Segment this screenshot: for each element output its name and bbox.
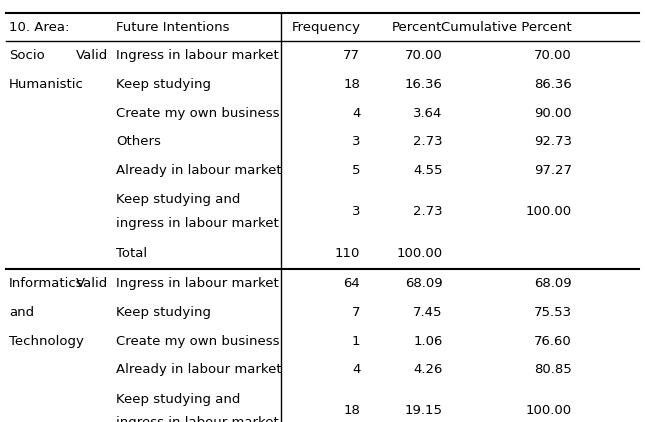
Text: Create my own business: Create my own business [117,107,280,119]
Text: 18: 18 [344,404,361,417]
Text: 4: 4 [352,363,361,376]
Text: 5: 5 [352,164,361,177]
Text: Keep studying: Keep studying [117,78,212,91]
Text: 3: 3 [352,205,361,218]
Text: Cumulative Percent: Cumulative Percent [441,21,572,33]
Text: 80.85: 80.85 [534,363,572,376]
Text: 1.06: 1.06 [413,335,442,348]
Text: 90.00: 90.00 [535,107,572,119]
Text: Already in labour market: Already in labour market [117,363,282,376]
Text: 76.60: 76.60 [534,335,572,348]
Text: 64: 64 [344,277,361,290]
Text: 86.36: 86.36 [534,78,572,91]
Text: 70.00: 70.00 [534,49,572,62]
Text: Others: Others [117,135,161,148]
Text: 3.64: 3.64 [413,107,442,119]
Text: 100.00: 100.00 [526,205,572,218]
Text: Ingress in labour market: Ingress in labour market [117,277,279,290]
Text: Keep studying and: Keep studying and [117,392,241,406]
Text: Technology: Technology [9,335,84,348]
Text: ingress in labour market: ingress in labour market [117,416,279,422]
Text: 4: 4 [352,107,361,119]
Text: 4.55: 4.55 [413,164,442,177]
Text: Keep studying: Keep studying [117,306,212,319]
Text: 2.73: 2.73 [413,135,442,148]
Text: ingress in labour market: ingress in labour market [117,216,279,230]
Text: 10. Area:: 10. Area: [9,21,70,33]
Text: Ingress in labour market: Ingress in labour market [117,49,279,62]
Text: 70.00: 70.00 [405,49,442,62]
Text: Informatics: Informatics [9,277,84,290]
Text: Keep studying and: Keep studying and [117,193,241,206]
Text: 97.27: 97.27 [534,164,572,177]
Text: 75.53: 75.53 [534,306,572,319]
Text: Frequency: Frequency [292,21,361,33]
Text: 19.15: 19.15 [404,404,442,417]
Text: 4.26: 4.26 [413,363,442,376]
Text: Percent: Percent [392,21,442,33]
Text: 92.73: 92.73 [534,135,572,148]
Text: Valid: Valid [75,49,108,62]
Text: Future Intentions: Future Intentions [117,21,230,33]
Text: 100.00: 100.00 [397,247,442,260]
Text: 7.45: 7.45 [413,306,442,319]
Text: 2.73: 2.73 [413,205,442,218]
Text: 77: 77 [343,49,361,62]
Text: Socio: Socio [9,49,45,62]
Text: and: and [9,306,34,319]
Text: 16.36: 16.36 [404,78,442,91]
Text: 3: 3 [352,135,361,148]
Text: Total: Total [117,247,148,260]
Text: 7: 7 [352,306,361,319]
Text: 68.09: 68.09 [535,277,572,290]
Text: 100.00: 100.00 [526,404,572,417]
Text: Humanistic: Humanistic [9,78,84,91]
Text: 110: 110 [335,247,361,260]
Text: 18: 18 [344,78,361,91]
Text: Already in labour market: Already in labour market [117,164,282,177]
Text: Valid: Valid [75,277,108,290]
Text: Create my own business: Create my own business [117,335,280,348]
Text: 68.09: 68.09 [405,277,442,290]
Text: 1: 1 [352,335,361,348]
